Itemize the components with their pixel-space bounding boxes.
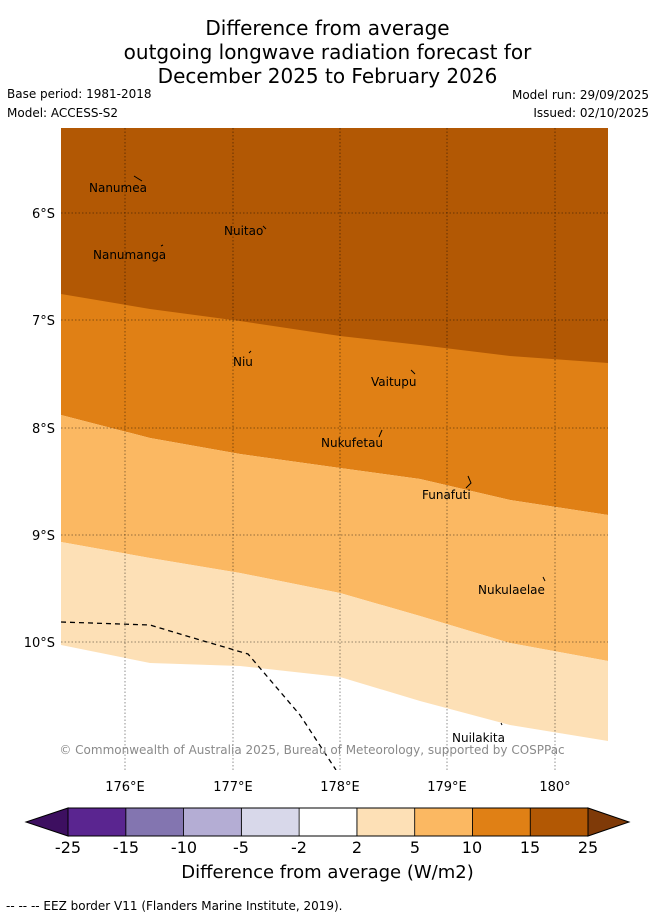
island-label-nuitao: Nuitao: [224, 224, 263, 238]
title-line-3: December 2025 to February 2026: [157, 64, 498, 88]
island-label-niu: Niu: [233, 355, 253, 369]
lat-label-6s: 6°S: [32, 207, 55, 222]
colorbar-label: Difference from average (W/m2): [181, 862, 474, 883]
colorbar-tick: 5: [409, 838, 421, 857]
colorbar: [24, 807, 631, 837]
colorbar-tick: 10: [461, 838, 483, 857]
colorbar-segment: [125, 807, 184, 837]
colorbar-tick: -2: [291, 838, 307, 857]
lon-label-176e: 176°E: [105, 780, 145, 795]
colorbar-tick: -10: [170, 838, 198, 857]
lat-label-7s: 7°S: [32, 314, 55, 329]
lon-label-180: 180°: [539, 780, 570, 795]
colorbar-tick: -15: [112, 838, 140, 857]
colorbar-tick: -5: [233, 838, 249, 857]
title-line-2: outgoing longwave radiation forecast for: [123, 40, 532, 64]
island-label-nanumanga: Nanumanga: [93, 248, 166, 262]
lat-label-9s: 9°S: [32, 529, 55, 544]
island-label-nuilakita: Nuilakita: [452, 731, 505, 745]
eez-legend: -- -- -- EEZ border V11 (Flanders Marine…: [6, 899, 343, 913]
colorbar-segment: [240, 807, 300, 837]
lon-label-178e: 178°E: [320, 780, 360, 795]
island-shape-nanumea: [133, 175, 143, 182]
island-shape-niu: [248, 350, 252, 354]
island-shape-nukulaelae: [542, 576, 546, 582]
colorbar-under-arrow: [24, 807, 69, 837]
lon-label-179e: 179°E: [427, 780, 467, 795]
band-2-5: [61, 542, 608, 741]
eez-border: [61, 621, 337, 770]
colorbar-segment: [183, 807, 242, 837]
island-shape-nuitao: [262, 225, 267, 230]
colorbar-segment: [67, 807, 127, 837]
island-label-vaitupu: Vaitupu: [371, 375, 417, 389]
map-gridlines: [61, 128, 608, 770]
island-shape-nanumanga: [160, 244, 164, 247]
base-period: Base period: 1981-2018: [7, 87, 152, 101]
island-shape-nukufetau: [378, 429, 383, 438]
issued-date: Issued: 02/10/2025: [533, 106, 649, 120]
island-outlines: [133, 175, 546, 726]
title-line-1: Difference from average: [205, 16, 450, 40]
band-5-10: [61, 415, 608, 661]
island-label-nukulaelae: Nukulaelae: [478, 583, 545, 597]
map-area: Nanumea Nuitao Nanumanga Niu Vaitupu Nuk…: [59, 128, 608, 770]
island-shape-vaitupu: [410, 369, 416, 375]
colorbar-over-arrow: [587, 807, 631, 837]
lat-label-8s: 8°S: [32, 422, 55, 437]
colorbar-tick: 2: [351, 838, 363, 857]
colorbar-tick: -25: [54, 838, 82, 857]
band-10-15: [61, 294, 608, 515]
lon-label-177e: 177°E: [213, 780, 253, 795]
colorbar-tick: 25: [577, 838, 599, 857]
island-label-funafuti: Funafuti: [422, 488, 471, 502]
copyright-notice: © Commonwealth of Australia 2025, Bureau…: [59, 743, 564, 757]
colorbar-segment: [472, 807, 531, 837]
colorbar-segment: [414, 807, 473, 837]
island-label-nanumea: Nanumea: [89, 181, 147, 195]
colorbar-segment: [529, 807, 589, 837]
colorbar-segment: [356, 807, 416, 837]
model-name: Model: ACCESS-S2: [7, 106, 119, 120]
island-shape-nuilakita: [500, 722, 503, 726]
lat-label-10s: 10°S: [24, 636, 55, 651]
colorbar-tick: 15: [519, 838, 541, 857]
model-run: Model run: 29/09/2025: [511, 88, 649, 102]
colorbar-segment: [298, 807, 358, 837]
island-shape-funafuti: [465, 475, 472, 489]
island-label-nukufetau: Nukufetau: [321, 436, 383, 450]
